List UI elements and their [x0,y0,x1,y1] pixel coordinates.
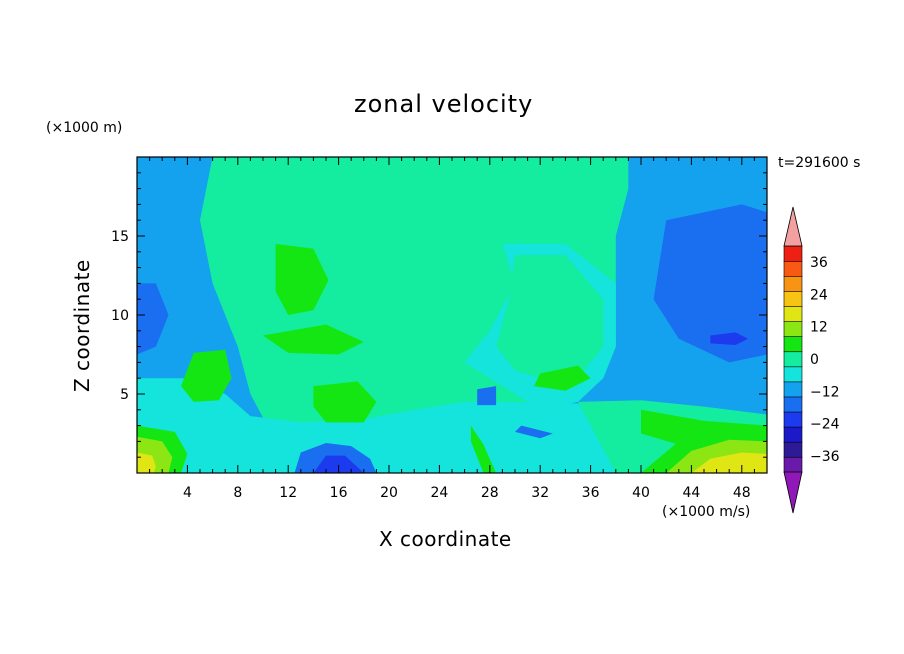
x-axis-unit: (×1000 m/s) [662,504,751,520]
contour-region [533,365,591,391]
contour-fills [137,157,767,473]
colorbar-swatch [783,411,803,428]
colorbar-tick-label: 24 [810,287,828,303]
colorbar-tick-label: 36 [810,255,828,271]
contour-region [137,452,156,473]
x-axis-label: X coordinate [379,527,512,551]
x-tick-label: 32 [531,485,549,501]
contour-region [691,452,767,473]
contour-region [313,455,364,473]
contour-region [313,381,377,423]
time-label: t=291600 s [778,155,861,171]
contour-region [477,386,497,406]
contour-region [137,283,169,355]
x-tick-label: 12 [279,485,297,501]
y-tick-label: 10 [111,308,129,324]
colorbar-tick-label: 0 [810,352,819,368]
colorbar-swatch [783,456,803,473]
x-tick-label: 24 [430,485,448,501]
colorbar-swatch [783,290,803,307]
y-axis-ticks: 5 10 15 [111,172,767,458]
contour-region [515,425,553,439]
colorbar-swatch [783,321,803,337]
x-tick-label: 8 [233,485,242,501]
y-tick-label: 5 [120,387,129,403]
colorbar-swatch [783,396,803,413]
y-axis-unit: (×1000 m) [46,120,123,136]
contour-region [470,425,497,473]
colorbar-over-arrow [783,206,803,247]
x-tick-label: 40 [632,485,650,501]
y-tick-label: 15 [111,229,129,245]
x-tick-label: 28 [481,485,499,501]
colorbar-swatch [783,275,803,292]
colorbar-swatch [783,336,803,353]
colorbar-swatch [783,381,803,398]
x-axis-ticks: 4 8 12 16 20 24 28 32 36 40 44 48 [149,157,755,501]
contour-region [181,349,232,402]
chart-title: zonal velocity [354,90,534,118]
colorbar-swatch [783,351,803,368]
contour-region [653,204,767,363]
x-tick-label: 16 [330,485,348,501]
x-tick-label: 44 [682,485,700,501]
contour-region [275,243,329,315]
colorbar-tick-label: 12 [810,320,828,336]
colorbar: −36 −24 −12 0 12 24 36 [783,206,840,514]
colorbar-swatch [783,305,803,322]
x-tick-label: 4 [183,485,192,501]
colorbar-swatch [783,366,803,383]
colorbar-swatch [783,245,803,262]
colorbar-under-arrow [783,471,803,514]
x-tick-label: 48 [733,485,751,501]
contour-region [263,324,364,355]
x-tick-label: 20 [380,485,398,501]
contour-region [496,255,604,379]
colorbar-swatch [783,260,803,277]
colorbar-swatch [783,426,803,443]
colorbar-tick-label: −36 [810,449,840,465]
contour-region [710,332,749,345]
colorbar-tick-label: −24 [810,417,840,433]
colorbar-tick-label: −12 [810,384,840,400]
x-tick-label: 36 [582,485,600,501]
colorbar-swatch [783,441,803,458]
